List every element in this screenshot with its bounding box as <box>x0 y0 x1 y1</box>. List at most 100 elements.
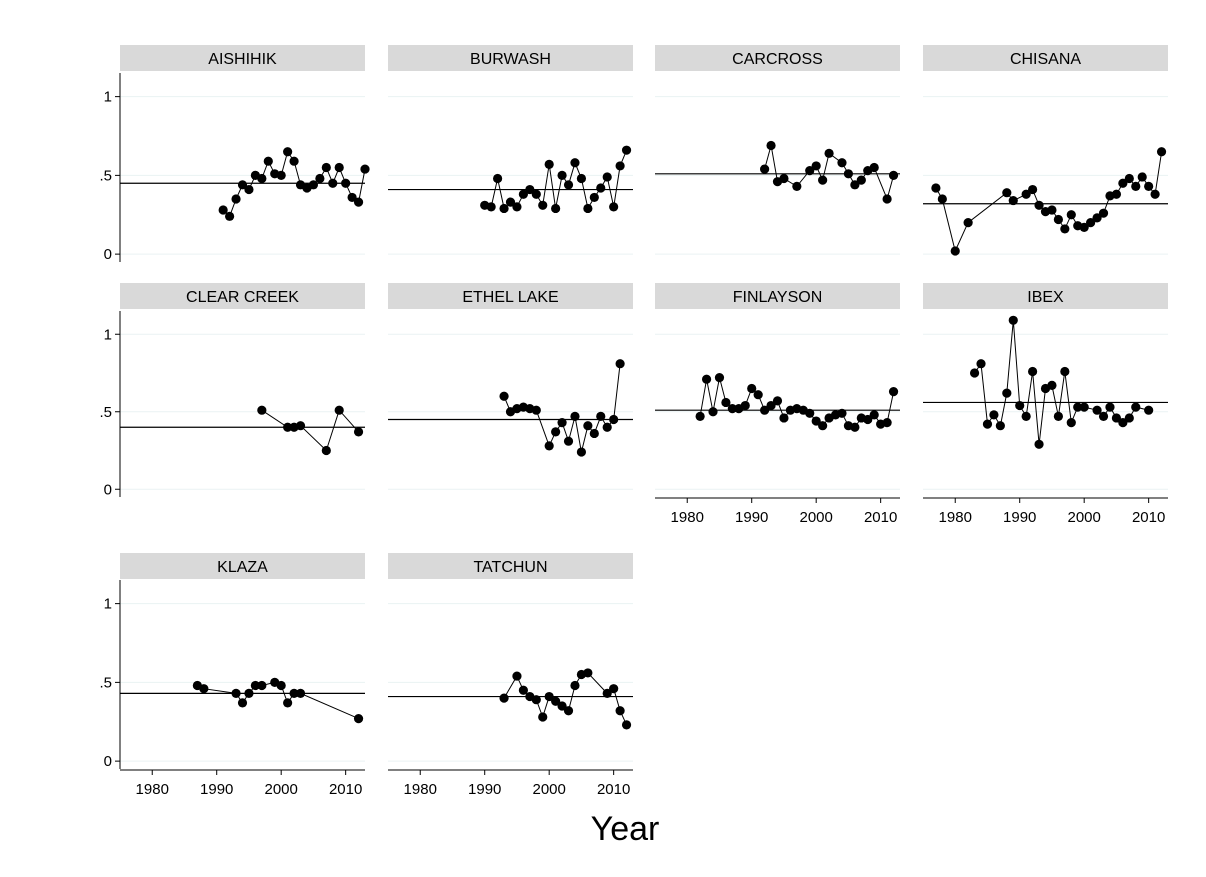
data-point <box>244 688 254 699</box>
data-point <box>512 671 522 681</box>
panel-chisana: CHISANA <box>923 45 1168 256</box>
panel-title: IBEX <box>1027 289 1064 306</box>
data-point <box>576 173 587 184</box>
data-point <box>1008 315 1018 325</box>
data-point <box>570 680 580 691</box>
data-point <box>963 218 973 228</box>
data-point <box>1079 222 1089 232</box>
panel-ethel-lake: ETHEL LAKE <box>388 283 633 490</box>
data-point <box>1021 189 1031 199</box>
panel-strip <box>120 553 365 579</box>
data-point <box>602 172 612 182</box>
x-tick-label: 1980 <box>404 781 437 798</box>
y-tick-label: 0 <box>104 246 112 263</box>
data-point <box>544 691 554 702</box>
data-point <box>989 410 999 420</box>
data-point <box>576 447 587 457</box>
data-point <box>583 421 593 431</box>
data-point <box>244 184 254 195</box>
data-point <box>570 158 580 168</box>
data-point <box>747 383 757 394</box>
panel-carcross: CARCROSS <box>655 45 900 255</box>
data-point <box>602 422 612 432</box>
data-point <box>1111 189 1122 199</box>
data-point <box>708 407 718 417</box>
x-tick-label: 1990 <box>200 781 233 798</box>
data-point <box>863 414 873 425</box>
y-tick-label: .5 <box>99 167 112 184</box>
data-point <box>544 441 554 451</box>
y-tick-label: 1 <box>104 326 112 343</box>
data-point <box>1092 213 1102 223</box>
x-tick-label: 1980 <box>671 509 704 526</box>
panel-burwash: BURWASH <box>388 45 633 255</box>
data-point <box>721 397 731 408</box>
data-point <box>1118 418 1128 428</box>
data-point <box>850 180 860 190</box>
panel-title: CLEAR CREEK <box>186 289 299 306</box>
x-tick-label: 1990 <box>735 509 768 526</box>
data-point <box>283 147 293 157</box>
x-tick-label: 2000 <box>264 781 297 798</box>
x-tick-label: 2000 <box>532 781 565 798</box>
data-point <box>538 712 548 722</box>
x-tick-label: 1980 <box>939 509 972 526</box>
data-point <box>257 173 267 184</box>
data-point <box>621 720 632 730</box>
data-point <box>766 140 776 151</box>
data-point <box>551 427 561 437</box>
y-tick-label: .5 <box>99 674 112 691</box>
data-point <box>602 688 612 699</box>
panel-ibex: IBEX 1980 1990 2000 2010 <box>923 283 1168 526</box>
data-point <box>563 180 574 190</box>
panel-strip <box>655 283 900 309</box>
data-point <box>551 203 561 214</box>
data-point <box>621 145 632 155</box>
panel-strip <box>388 553 633 579</box>
data-point <box>976 359 986 369</box>
data-point <box>583 203 593 214</box>
data-point <box>1131 181 1141 191</box>
panel-tatchun: TATCHUN 1980 1990 2000 2010 <box>388 553 633 798</box>
data-point <box>740 400 750 411</box>
data-point <box>499 693 509 703</box>
data-point <box>969 368 980 378</box>
panel-title: CARCROSS <box>732 51 823 68</box>
data-point <box>1060 224 1070 234</box>
data-point <box>811 416 821 426</box>
data-point <box>1124 173 1134 184</box>
data-point <box>289 688 299 699</box>
data-point <box>1021 411 1031 421</box>
y-tick-label: 1 <box>104 596 112 613</box>
data-point <box>760 405 770 415</box>
data-point <box>779 173 789 184</box>
data-point <box>283 422 293 432</box>
data-point <box>295 421 306 431</box>
data-point <box>837 408 847 418</box>
data-point <box>557 701 567 711</box>
data-point <box>753 390 763 400</box>
panel-aishihik: AISHIHIK 0 .5 1 <box>99 45 370 263</box>
x-tick-label: 2010 <box>864 509 897 526</box>
data-point <box>231 688 241 699</box>
data-point <box>283 698 293 708</box>
data-point <box>1008 195 1018 206</box>
data-point <box>609 684 619 694</box>
data-point <box>589 428 599 439</box>
data-point <box>850 422 860 432</box>
data-point <box>1028 366 1038 377</box>
data-point <box>982 419 993 429</box>
data-point <box>308 180 319 190</box>
data-point <box>538 200 548 210</box>
data-point <box>263 156 273 166</box>
panel-strip <box>388 283 633 309</box>
data-point <box>1047 380 1057 390</box>
data-point <box>557 170 567 180</box>
data-point <box>1079 402 1089 412</box>
x-tick-label: 1980 <box>136 781 169 798</box>
data-point <box>1098 208 1109 218</box>
data-point <box>1053 411 1063 421</box>
data-point <box>937 194 947 204</box>
data-point <box>321 162 331 173</box>
panel-title: FINLAYSON <box>733 289 823 306</box>
